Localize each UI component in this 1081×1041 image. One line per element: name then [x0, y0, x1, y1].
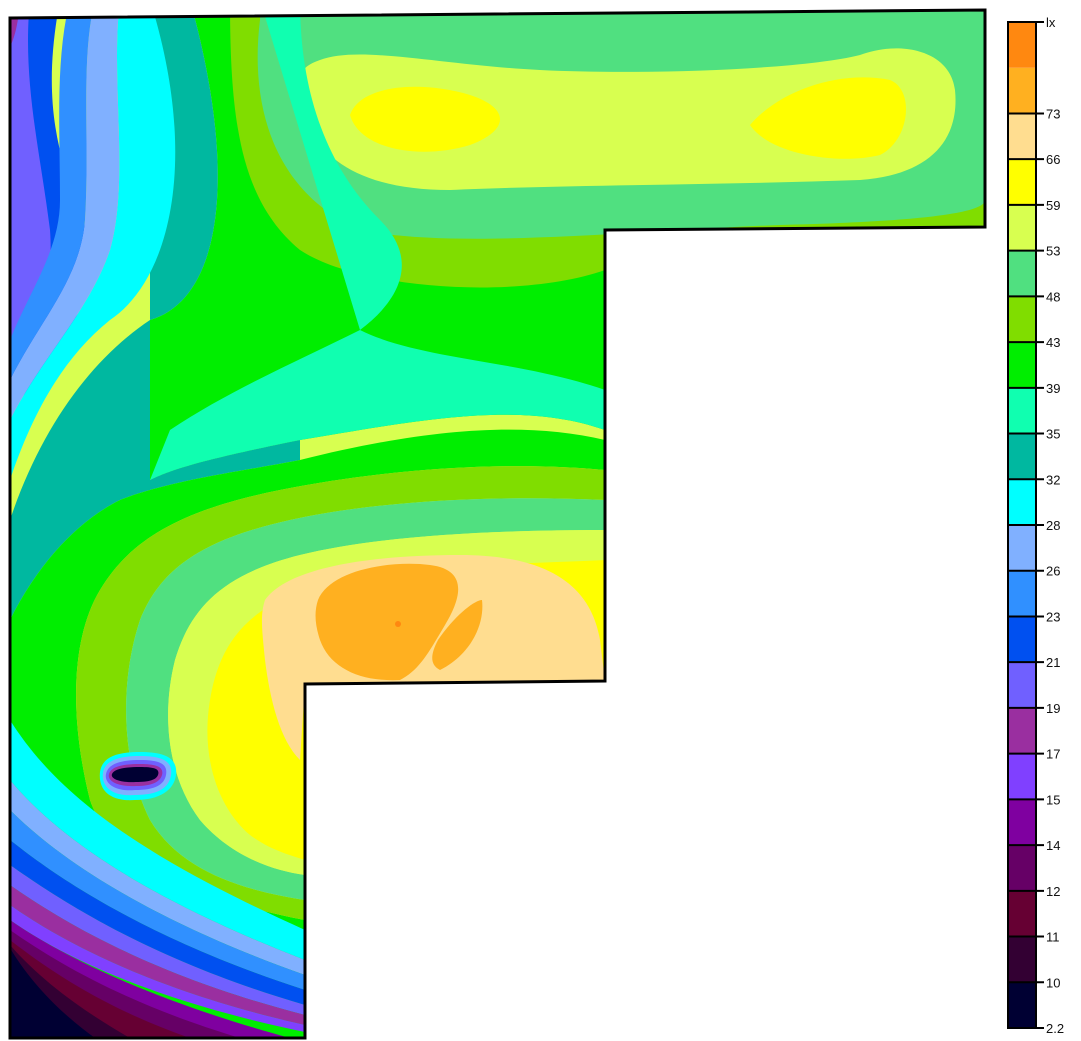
colorbar-band — [1008, 799, 1036, 846]
colorbar-tick-label: 17 — [1046, 747, 1060, 762]
heatmap-band — [10, 948, 95, 1038]
heatmap-band — [10, 905, 305, 1032]
heatmap-band — [10, 865, 305, 1015]
colorbar-tick-label: 59 — [1046, 198, 1060, 213]
colorbar-band — [1008, 936, 1036, 983]
heatmap-band — [10, 10, 176, 480]
colorbar-tick-label: 43 — [1046, 335, 1060, 350]
colorbar-band — [1008, 250, 1036, 297]
colorbar-band — [1008, 22, 1036, 68]
colorbar-band — [1008, 753, 1036, 800]
colorbar-band — [1008, 982, 1036, 1028]
colorbar-band — [1008, 479, 1036, 525]
heatmap-peak — [395, 621, 401, 627]
heatmap-band — [10, 780, 305, 975]
colorbar-tick-label: 2.2 — [1046, 1021, 1064, 1036]
colorbar-unit-label: lx — [1046, 15, 1056, 30]
heatmap-band — [10, 10, 300, 620]
colorbar-band — [1008, 204, 1036, 251]
colorbar-tick-label: 28 — [1046, 518, 1060, 533]
room-outline — [8, 8, 987, 1040]
colorbar-band — [1008, 342, 1036, 388]
colorbar-tick-label: 14 — [1046, 838, 1060, 853]
colorbar-tick-label: 26 — [1046, 564, 1060, 579]
colorbar-band — [1008, 67, 1036, 114]
colorbar-band — [1008, 525, 1036, 571]
colorbar-band — [1008, 616, 1036, 663]
colorbar-tick-label: 10 — [1046, 975, 1060, 990]
colorbar-tick-label: 39 — [1046, 381, 1060, 396]
colorbar-tick-label: 12 — [1046, 884, 1060, 899]
colorbar-band — [1008, 845, 1036, 891]
column-obstruction — [99, 752, 177, 801]
colorbar-tick-label: 11 — [1046, 930, 1060, 945]
colorbar-band — [1008, 433, 1036, 480]
colorbar-band — [1008, 159, 1036, 205]
colorbar-band — [1008, 387, 1036, 434]
colorbar-band — [1008, 890, 1036, 937]
colorbar-tick-label: 15 — [1046, 792, 1060, 807]
heatmap-band — [350, 86, 500, 152]
heatmap-band — [10, 840, 305, 1005]
heatmap-band — [150, 10, 605, 480]
heatmap-band — [10, 10, 95, 380]
heatmap-band — [10, 720, 305, 960]
colorbar-tick-label: 32 — [1046, 472, 1060, 487]
heatmap-band — [10, 10, 120, 420]
heatmap-band — [300, 48, 956, 190]
heatmap-band — [10, 10, 51, 370]
colorbar-tick-label: 48 — [1046, 289, 1060, 304]
colorbar-tick-label: 19 — [1046, 701, 1060, 716]
heatmap-band — [10, 810, 305, 990]
colorbar-tick-label: 53 — [1046, 244, 1060, 259]
colorbar: 2.2 10 11 12 14 15 17 19 21 23 26 28 32 35 39 43 48 53 59 6… — [1007, 15, 1064, 1036]
colorbar-tick-label: 21 — [1046, 655, 1060, 670]
heatmap-band — [750, 77, 907, 159]
heatmap-band — [10, 885, 305, 1025]
colorbar-tick-label: 35 — [1046, 427, 1060, 442]
colorbar-tick-label: 66 — [1046, 152, 1060, 167]
heatmap-band — [432, 600, 483, 670]
colorbar-band — [1008, 296, 1036, 343]
colorbar-tick-label: 23 — [1046, 609, 1060, 624]
colorbar-band — [1008, 570, 1036, 617]
colorbar-tick-label: 73 — [1046, 106, 1060, 121]
colorbar-band — [1008, 707, 1036, 754]
heatmap-field — [10, 10, 985, 1038]
heatmap-band — [315, 563, 459, 681]
colorbar-band — [1008, 113, 1036, 160]
colorbar-band — [1008, 662, 1036, 708]
